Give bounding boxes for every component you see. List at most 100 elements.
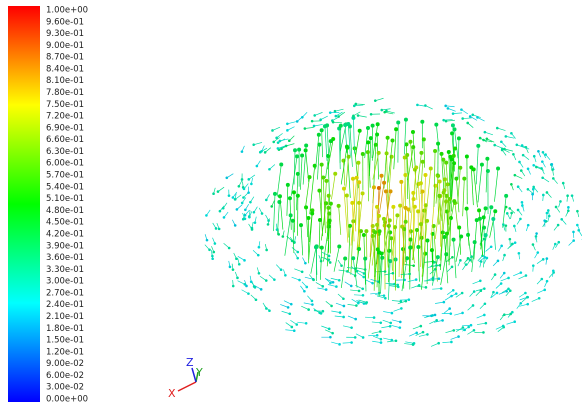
vector-head bbox=[264, 151, 267, 154]
vector-arrow bbox=[477, 323, 486, 324]
vector-head bbox=[525, 274, 528, 277]
vector-head bbox=[296, 172, 300, 176]
vector-arrow bbox=[392, 215, 397, 256]
vector-head bbox=[342, 316, 345, 319]
vector-head bbox=[527, 167, 530, 170]
vector-head bbox=[551, 163, 554, 166]
vector-arrow bbox=[471, 167, 473, 205]
vector-arrow bbox=[394, 129, 396, 169]
vector-head bbox=[484, 131, 487, 134]
vector-head bbox=[527, 188, 530, 191]
vector-head bbox=[300, 153, 304, 157]
vector-head bbox=[442, 119, 445, 122]
vector-head bbox=[420, 189, 424, 193]
vector-arrow bbox=[462, 325, 471, 326]
vector-head bbox=[346, 122, 350, 126]
vector-head bbox=[416, 245, 420, 249]
vector-head bbox=[415, 332, 418, 335]
vector-head bbox=[377, 151, 381, 155]
vector-head bbox=[258, 272, 261, 275]
vector-head bbox=[389, 325, 392, 328]
vector-head bbox=[243, 259, 246, 262]
vector-head bbox=[389, 322, 392, 325]
vector-head bbox=[541, 160, 544, 163]
vector-head bbox=[408, 273, 411, 276]
vector-head bbox=[379, 322, 382, 325]
vector-head bbox=[277, 147, 280, 150]
colorbar-label: 1.20e-01 bbox=[46, 347, 84, 357]
vector-head bbox=[543, 219, 546, 222]
vector-head bbox=[425, 239, 429, 243]
vector-arrow bbox=[419, 334, 427, 336]
vector-head bbox=[444, 199, 448, 203]
vector-head bbox=[228, 194, 231, 197]
vector-head bbox=[475, 218, 479, 222]
vector-head bbox=[519, 218, 522, 221]
vector-head bbox=[441, 319, 444, 322]
vector-head bbox=[241, 150, 244, 153]
colorbar-label: 6.60e-01 bbox=[46, 135, 84, 145]
vector-head bbox=[408, 238, 412, 242]
vector-arrow bbox=[446, 106, 455, 107]
vector-head bbox=[532, 243, 535, 246]
colorbar-label: 2.70e-01 bbox=[46, 288, 84, 298]
vector-arrow bbox=[494, 169, 498, 202]
vector-head bbox=[449, 312, 452, 315]
vector-head bbox=[265, 307, 268, 310]
vector-head bbox=[292, 190, 296, 194]
vector-head bbox=[215, 227, 218, 230]
vector-head bbox=[450, 131, 454, 135]
vector-head bbox=[362, 336, 365, 339]
vector-arrow bbox=[444, 120, 453, 121]
vector-head bbox=[348, 224, 352, 228]
vector-head bbox=[334, 110, 337, 113]
vector-head bbox=[298, 279, 301, 282]
vector-field bbox=[205, 98, 582, 346]
x-axis-arrow bbox=[178, 382, 196, 391]
vector-head bbox=[396, 284, 399, 287]
vector-head bbox=[351, 177, 355, 181]
vector-arrow bbox=[435, 302, 444, 303]
vector-head bbox=[444, 252, 448, 256]
vector-head bbox=[343, 257, 347, 261]
vector-head bbox=[532, 164, 535, 167]
vector-arrow bbox=[370, 293, 379, 294]
vector-head bbox=[555, 206, 558, 209]
vector-head bbox=[357, 247, 361, 251]
vector-head bbox=[354, 336, 357, 339]
vector-head bbox=[211, 257, 214, 260]
vector-head bbox=[437, 194, 441, 198]
vector-arrow bbox=[294, 192, 295, 232]
colorbar-label: 4.80e-01 bbox=[46, 206, 84, 216]
vector-head bbox=[338, 279, 341, 282]
vector-head bbox=[332, 121, 335, 124]
vector-head bbox=[562, 182, 565, 185]
vector-head bbox=[516, 143, 519, 146]
vector-head bbox=[415, 278, 418, 281]
vector-arrow bbox=[305, 127, 314, 128]
vector-head bbox=[505, 206, 508, 209]
vector-arrow bbox=[274, 194, 275, 231]
vector-head bbox=[542, 194, 545, 197]
vector-head bbox=[219, 210, 222, 213]
vector-arrow bbox=[372, 332, 381, 334]
vector-head bbox=[380, 109, 383, 112]
vector-head bbox=[330, 305, 333, 308]
vector-head bbox=[218, 228, 221, 231]
vector-head bbox=[256, 165, 259, 168]
vector-head bbox=[502, 223, 505, 226]
vector-head bbox=[327, 194, 331, 198]
vector-head bbox=[361, 287, 364, 290]
vector-head bbox=[247, 191, 250, 194]
vector-head bbox=[484, 256, 487, 259]
vector-head bbox=[225, 176, 228, 179]
vector-arrow bbox=[335, 316, 344, 317]
vector-head bbox=[286, 129, 289, 132]
vector-head bbox=[212, 192, 215, 195]
colorbar-label: 5.70e-01 bbox=[46, 171, 84, 181]
vector-head bbox=[543, 289, 546, 292]
vector-head bbox=[483, 314, 486, 317]
vector-head bbox=[356, 161, 360, 165]
vector-arrow bbox=[301, 225, 303, 255]
vector-head bbox=[434, 314, 437, 317]
